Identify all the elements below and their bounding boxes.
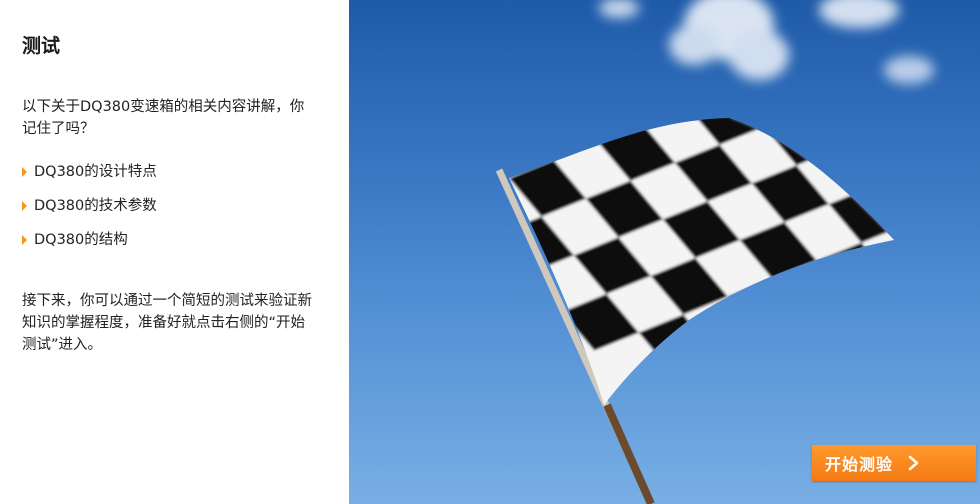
triangle-bullet-icon — [22, 201, 27, 211]
topic-label: DQ380的设计特点 — [34, 164, 157, 180]
topic-list: DQ380的设计特点 DQ380的技术参数 DQ380的结构 — [22, 162, 157, 264]
triangle-bullet-icon — [22, 167, 27, 177]
topic-label: DQ380的结构 — [34, 232, 128, 248]
checkered-flag-image — [349, 0, 980, 504]
intro-text: 以下关于DQ380变速箱的相关内容讲解，你记住了吗？ — [22, 99, 305, 137]
instructions-text: 接下来，你可以通过一个简短的测试来验证新知识的掌握程度，准备好就点击右侧的“开始… — [22, 293, 312, 353]
flag-illustration — [495, 0, 934, 504]
info-panel: 测试 以下关于DQ380变速箱的相关内容讲解，你记住了吗？ DQ380的设计特点… — [0, 0, 349, 504]
page-title: 测试 — [22, 35, 61, 57]
topic-label: DQ380的技术参数 — [34, 198, 157, 214]
triangle-bullet-icon — [22, 235, 27, 245]
start-quiz-button[interactable]: 开始测验 — [812, 445, 976, 481]
chevron-right-icon — [908, 455, 919, 471]
list-item: DQ380的技术参数 — [22, 196, 157, 230]
list-item: DQ380的设计特点 — [22, 162, 157, 196]
start-quiz-label: 开始测验 — [825, 457, 894, 474]
list-item: DQ380的结构 — [22, 230, 157, 264]
